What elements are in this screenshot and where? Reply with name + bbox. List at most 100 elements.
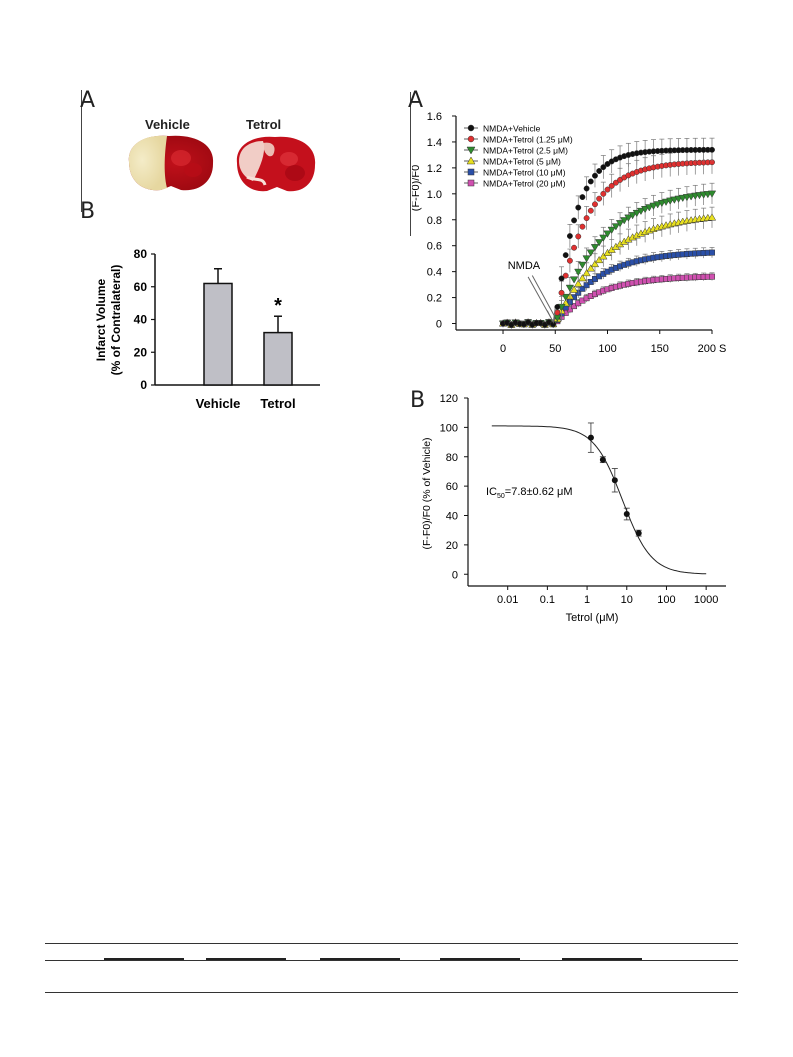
data-point xyxy=(586,264,595,272)
y-tick-label: 60 xyxy=(134,280,148,294)
brain-slice-vehicle-image xyxy=(128,135,214,191)
y-tick-label: 80 xyxy=(446,452,458,464)
y-tick-label: 40 xyxy=(446,511,458,523)
data-point xyxy=(595,239,604,247)
data-point xyxy=(587,178,594,185)
nmda-annotation: NMDA xyxy=(508,260,541,272)
y-tick-label: 60 xyxy=(446,481,458,493)
data-point xyxy=(554,309,561,316)
brain-label-tetrol: Tetrol xyxy=(246,117,282,132)
data-point xyxy=(590,244,600,252)
footer-rule-bottom xyxy=(45,992,738,993)
y-tick-label: 1.4 xyxy=(427,137,442,149)
data-point xyxy=(599,456,606,463)
legend-marker xyxy=(467,135,475,143)
x-tick-label: 200 S xyxy=(698,343,727,355)
footer-segment xyxy=(562,958,642,960)
data-point xyxy=(628,212,637,220)
y-axis-title-line2: (% of Contralateral) xyxy=(109,265,123,376)
data-point xyxy=(600,164,607,171)
x-tick-label: 0.01 xyxy=(497,594,518,606)
data-point xyxy=(579,194,586,201)
x-tick-label: 100 xyxy=(657,594,675,606)
legend-marker xyxy=(467,124,475,132)
y-tick-label: 20 xyxy=(134,345,148,359)
y-axis-title-line1: Infarct Volume xyxy=(94,278,108,361)
data-point xyxy=(575,233,582,240)
data-point xyxy=(645,204,654,212)
data-point xyxy=(582,268,591,277)
data-point xyxy=(707,190,717,198)
x-tick-label: 0.1 xyxy=(540,594,555,606)
data-point xyxy=(649,202,658,210)
data-point xyxy=(636,207,646,216)
data-point xyxy=(640,206,650,214)
series-NMDA+Vehicle xyxy=(500,137,715,328)
data-point xyxy=(578,261,587,269)
y-axis-title: Infarct Volume (% of Contralateral) xyxy=(94,265,123,376)
data-point xyxy=(558,289,565,296)
data-point xyxy=(579,223,586,230)
data-point xyxy=(596,195,603,202)
y-tick-label: 120 xyxy=(440,393,458,405)
data-point xyxy=(635,530,642,537)
data-point xyxy=(604,161,611,167)
data-point xyxy=(587,207,594,214)
data-point xyxy=(611,477,618,484)
legend-marker xyxy=(466,156,476,165)
y-tick-label: 1.6 xyxy=(427,111,442,123)
data-point xyxy=(566,257,573,264)
infarct-volume-bar-chart: 0 20 40 60 80 Vehicle Tetrol * Infarct Volume (% … xyxy=(94,247,320,411)
x-tick-label: 0 xyxy=(500,343,506,355)
data-point xyxy=(569,285,579,293)
significance-asterisk: * xyxy=(274,295,282,317)
footer-segment xyxy=(104,958,184,960)
left-panel-b-letter: B xyxy=(80,199,96,224)
brain-slice-tetrol-image xyxy=(236,136,316,192)
data-point xyxy=(592,172,598,179)
legend-entry: NMDA+Tetrol (5 μM) xyxy=(483,157,561,167)
left-figure-frame xyxy=(81,90,82,212)
data-point xyxy=(583,215,590,222)
x-category-label: Tetrol xyxy=(260,396,295,411)
y-axis-title: (F-F0)/F0 (% of Vehicle) xyxy=(421,437,433,549)
y-tick-label: 80 xyxy=(134,247,148,261)
y-tick-label: 40 xyxy=(134,313,148,327)
y-tick-label: 0.4 xyxy=(427,267,442,279)
ic50-label: IC xyxy=(486,486,497,498)
legend-entry: NMDA+Tetrol (2.5 μM) xyxy=(483,146,568,156)
series-NMDA+Tetrol (20 μM) xyxy=(500,272,715,328)
data-point xyxy=(562,252,569,259)
data-point xyxy=(620,217,629,225)
data-point xyxy=(612,179,619,186)
data-point xyxy=(615,220,625,228)
y-tick-label: 0.8 xyxy=(427,215,442,227)
data-point xyxy=(558,275,565,282)
data-point xyxy=(707,213,717,221)
data-point xyxy=(575,204,582,211)
data-point xyxy=(596,168,603,174)
y-tick-label: 1.0 xyxy=(427,189,442,201)
data-point xyxy=(632,209,641,218)
legend-entry: NMDA+Vehicle xyxy=(483,124,541,134)
data-point xyxy=(608,182,615,189)
y-tick-label: 20 xyxy=(446,540,458,552)
legend-marker xyxy=(466,146,476,155)
data-point xyxy=(583,185,590,192)
footer-segment xyxy=(440,958,520,960)
data-point xyxy=(624,214,633,222)
x-tick-label: 1 xyxy=(584,594,590,606)
data-point xyxy=(569,276,579,284)
data-point xyxy=(599,234,608,242)
x-category-label: Vehicle xyxy=(196,396,241,411)
x-tick-label: 1000 xyxy=(694,594,718,606)
bar xyxy=(263,331,293,386)
data-point xyxy=(592,201,598,208)
footer-segment xyxy=(320,958,400,960)
data-point xyxy=(586,249,595,257)
right-figure-frame xyxy=(410,92,411,236)
calcium-time-course-chart: 0 0.2 0.4 0.6 0.8 1.0 1.2 1.4 1.6 0 50 100 150 200 S (… xyxy=(412,111,727,355)
y-tick-label: 0 xyxy=(452,569,458,581)
data-point xyxy=(587,278,594,285)
nmda-arrow xyxy=(527,275,556,324)
